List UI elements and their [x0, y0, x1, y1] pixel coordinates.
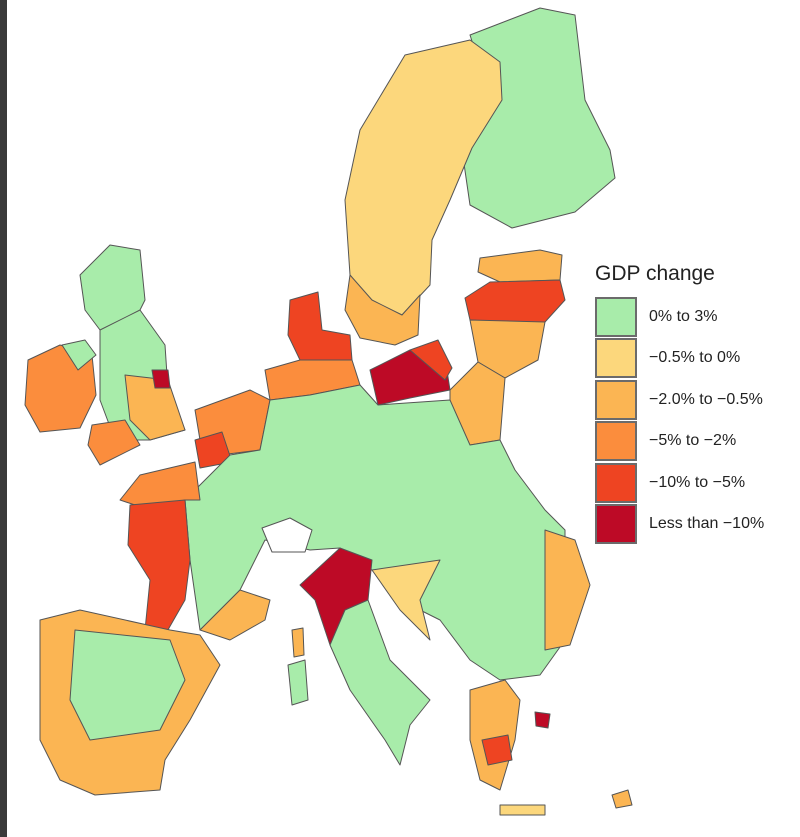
- region-switzerland: [261, 517, 313, 553]
- legend-label: 0% to 3%: [649, 307, 718, 325]
- region-iberia-interior: [69, 629, 186, 741]
- region-greece-red: [481, 734, 513, 766]
- region-sardinia: [287, 659, 309, 706]
- region-france-west: [127, 499, 191, 636]
- region-crete: [499, 804, 546, 816]
- region-poland-ne: [409, 339, 453, 381]
- region-estonia: [477, 249, 563, 283]
- region-sweden-norway: [344, 39, 503, 316]
- region-wales-sw: [87, 419, 141, 466]
- region-france-south: [199, 589, 271, 641]
- window-edge: [0, 0, 7, 837]
- legend-label: Less than −10%: [649, 515, 765, 533]
- region-croatia: [371, 559, 441, 641]
- region-northeast-uk: [151, 369, 171, 389]
- region-northern-ireland: [61, 339, 97, 371]
- legend-swatch: [595, 379, 637, 420]
- region-italy: [329, 599, 431, 766]
- region-latvia: [464, 279, 566, 323]
- legend-label: −5% to −2%: [649, 432, 737, 450]
- region-greece: [469, 679, 521, 791]
- legend-swatch: [595, 421, 637, 462]
- region-denmark: [287, 291, 353, 361]
- legend: GDP change 0% to 3% −0.5% to 0% −2.0% to −…: [595, 262, 764, 545]
- legend-item: −0.5% to 0%: [595, 338, 764, 380]
- region-lithuania: [469, 319, 546, 379]
- legend-label: −2.0% to −0.5%: [649, 390, 763, 408]
- region-romania-east: [544, 529, 591, 651]
- legend-swatch: [595, 504, 637, 545]
- legend-item: −5% to −2%: [595, 421, 764, 463]
- legend-label: −0.5% to 0%: [649, 349, 741, 367]
- legend-swatch: [595, 462, 637, 503]
- region-central-europe: [184, 384, 566, 681]
- region-corsica: [291, 627, 305, 658]
- region-cyprus: [611, 789, 633, 809]
- legend-item: −10% to −5%: [595, 462, 764, 504]
- legend-swatch: [595, 296, 637, 337]
- region-south-sweden: [344, 274, 421, 346]
- legend-item: −2.0% to −0.5%: [595, 379, 764, 421]
- legend-item: 0% to 3%: [595, 296, 764, 338]
- legend-item: Less than −10%: [595, 504, 764, 546]
- legend-label: −10% to −5%: [649, 473, 746, 491]
- legend-title: GDP change: [595, 262, 715, 285]
- region-aegean-island: [534, 711, 551, 729]
- legend-swatch: [595, 338, 637, 379]
